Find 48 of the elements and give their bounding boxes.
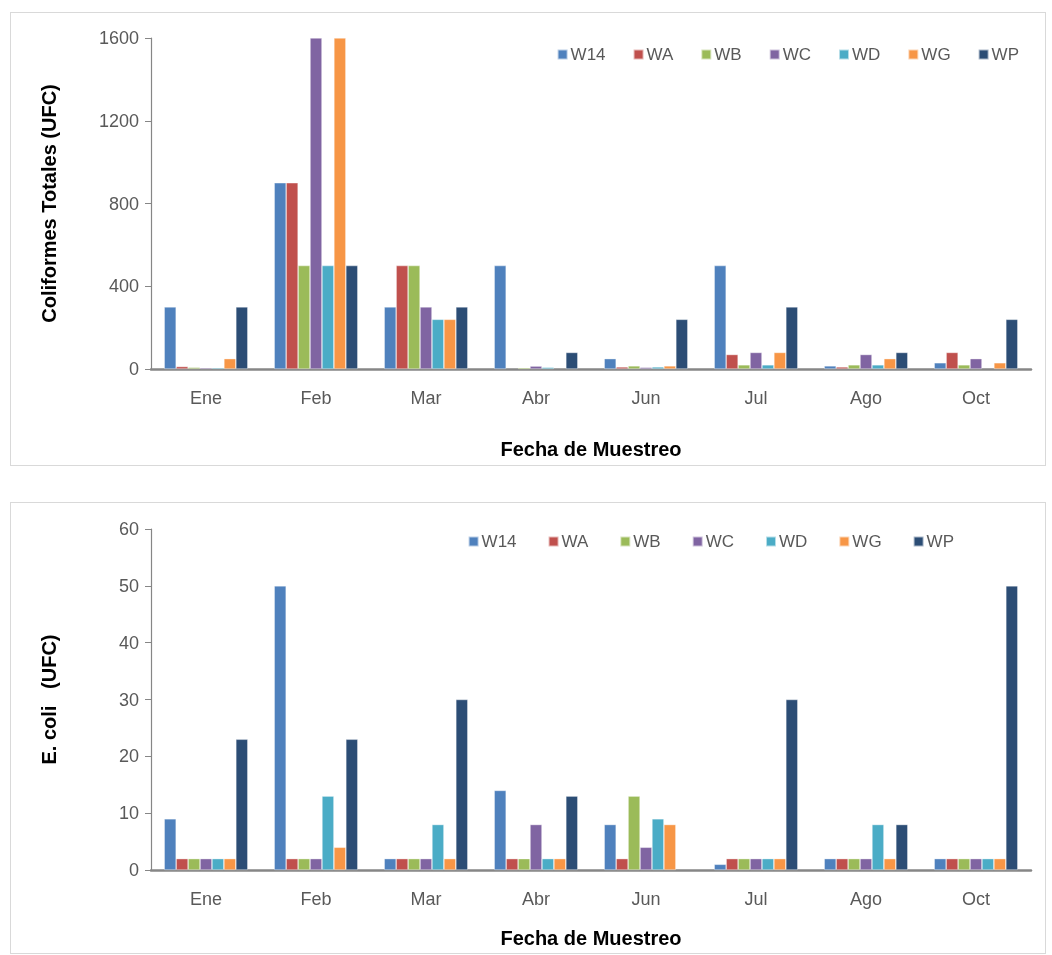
- legend-label: WC: [782, 45, 812, 64]
- y-tick-label: 40: [118, 632, 139, 653]
- legend-label: WD: [852, 45, 881, 64]
- x-tick-label: Jul: [744, 388, 768, 408]
- y-tick-label: 1600: [98, 28, 139, 48]
- legend-label: WB: [714, 45, 742, 64]
- x-tick-label: Jul: [744, 889, 768, 909]
- x-tick-label: Feb: [300, 388, 332, 408]
- y-tick-label: 60: [118, 519, 139, 539]
- legend-label: WA: [561, 532, 589, 551]
- y-tick-label: 400: [108, 276, 139, 297]
- x-tick-label: Oct: [961, 388, 991, 408]
- bar: [494, 265, 507, 369]
- y-axis-title: Coliformes Totales (UFC): [38, 84, 60, 323]
- x-tick-label: Ene: [189, 388, 223, 408]
- legend-label: WC: [705, 532, 735, 551]
- x-axis-title: Fecha de Muestreo: [500, 438, 682, 460]
- x-tick-label: Oct: [961, 889, 991, 909]
- y-tick-label: 50: [118, 575, 139, 596]
- legend-label: WP: [991, 45, 1020, 64]
- x-tick-label: Ago: [849, 388, 883, 408]
- bar: [565, 352, 578, 369]
- x-tick-label: Jun: [631, 889, 661, 909]
- x-tick-label: Abr: [521, 889, 551, 909]
- y-tick-label: 1200: [98, 110, 139, 131]
- legend-label: WA: [646, 45, 674, 64]
- y-tick-label: 20: [118, 746, 139, 767]
- y-axis-title: E. coli (UFC): [38, 634, 60, 765]
- x-tick-label: Abr: [521, 388, 551, 408]
- legend-label: W14: [481, 532, 517, 551]
- x-tick-label: Ene: [189, 889, 223, 909]
- legend-label: WG: [921, 45, 951, 64]
- legend-label: WB: [633, 532, 661, 551]
- legend-label: WG: [852, 532, 882, 551]
- legend-label: WD: [779, 532, 808, 551]
- legend-label: W14: [570, 45, 606, 64]
- x-tick-label: Mar: [410, 388, 442, 408]
- x-tick-label: Jun: [631, 388, 661, 408]
- y-tick-label: 800: [108, 193, 139, 214]
- x-tick-label: Mar: [410, 889, 442, 909]
- y-tick-label: 0: [128, 359, 139, 379]
- legend-label: WP: [926, 532, 955, 551]
- y-tick-label: 30: [118, 689, 139, 710]
- x-tick-label: Feb: [300, 889, 332, 909]
- y-tick-label: 10: [118, 803, 139, 824]
- y-tick-label: 0: [128, 860, 139, 880]
- x-tick-label: Ago: [849, 889, 883, 909]
- x-axis-title: Fecha de Muestreo: [500, 927, 682, 949]
